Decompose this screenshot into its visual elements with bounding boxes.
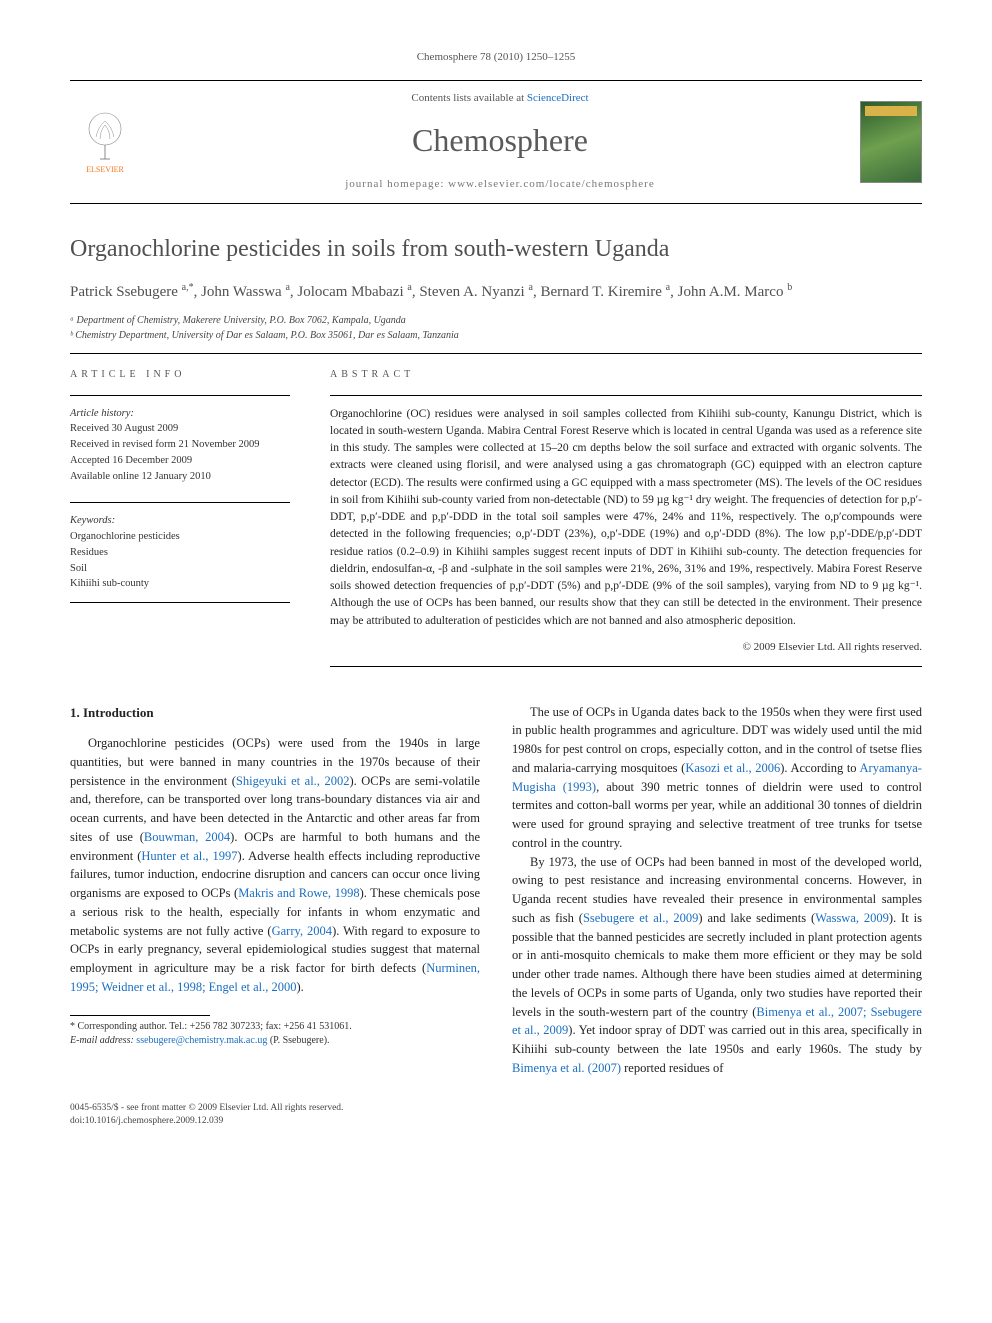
abstract-heading: ABSTRACT bbox=[330, 368, 922, 383]
body-paragraph: By 1973, the use of OCPs had been banned… bbox=[512, 853, 922, 1078]
corresponding-author-footnote: * Corresponding author. Tel.: +256 782 3… bbox=[70, 1020, 480, 1048]
citation-link[interactable]: Bimenya et al. (2007) bbox=[512, 1061, 621, 1075]
journal-cover-thumb bbox=[860, 101, 922, 183]
affiliations: ᵃ Department of Chemistry, Makerere Univ… bbox=[70, 313, 922, 343]
journal-homepage: journal homepage: www.elsevier.com/locat… bbox=[140, 177, 860, 193]
page-footer: 0045-6535/$ - see front matter © 2009 El… bbox=[70, 1102, 922, 1129]
rule bbox=[70, 395, 290, 396]
keywords-label: Keywords: bbox=[70, 515, 115, 526]
article-info-column: ARTICLE INFO Article history: Received 3… bbox=[70, 354, 290, 667]
elsevier-logo: ELSEVIER bbox=[70, 102, 140, 182]
citation-link[interactable]: Garry, 2004 bbox=[272, 924, 332, 938]
keywords: Keywords: Organochlorine pesticides Resi… bbox=[70, 513, 290, 592]
email-label: E-mail address: bbox=[70, 1035, 134, 1046]
citation-link[interactable]: Makris and Rowe, 1998 bbox=[238, 886, 359, 900]
body-column-left: 1. Introduction Organochlorine pesticide… bbox=[70, 703, 480, 1078]
rule bbox=[330, 395, 922, 396]
section-heading-intro: 1. Introduction bbox=[70, 703, 480, 723]
body-columns: 1. Introduction Organochlorine pesticide… bbox=[70, 703, 922, 1078]
author-list: Patrick Ssebugere a,*, John Wasswa a, Jo… bbox=[70, 281, 922, 303]
citation-link[interactable]: Wasswa, 2009 bbox=[815, 911, 889, 925]
journal-name: Chemosphere bbox=[140, 117, 860, 163]
footnote-rule bbox=[70, 1015, 210, 1016]
doi-line: doi:10.1016/j.chemosphere.2009.12.039 bbox=[70, 1115, 343, 1128]
citation-link[interactable]: Hunter et al., 1997 bbox=[141, 849, 237, 863]
homepage-url: www.elsevier.com/locate/chemosphere bbox=[448, 178, 655, 190]
article-history: Article history: Received 30 August 2009… bbox=[70, 406, 290, 485]
section-title: Introduction bbox=[83, 705, 154, 720]
affiliation-b: ᵇ Chemistry Department, University of Da… bbox=[70, 328, 922, 343]
citation-link[interactable]: Nurminen, 1995; Weidner et al., 1998; En… bbox=[70, 961, 480, 994]
keyword: Soil bbox=[70, 563, 87, 574]
homepage-prefix: journal homepage: bbox=[345, 178, 448, 190]
corr-email-link[interactable]: ssebugere@chemistry.mak.ac.ug bbox=[136, 1035, 267, 1046]
journal-header: ELSEVIER Contents lists available at Sci… bbox=[70, 80, 922, 204]
contents-lists-line: Contents lists available at ScienceDirec… bbox=[140, 91, 860, 107]
keyword: Kihiihi sub-county bbox=[70, 578, 149, 589]
body-paragraph: The use of OCPs in Uganda dates back to … bbox=[512, 703, 922, 853]
citation-link[interactable]: Bimenya et al., 2007; Ssebugere et al., … bbox=[512, 1005, 922, 1038]
citation-link[interactable]: Kasozi et al., 2006 bbox=[685, 761, 780, 775]
elsevier-tree-icon bbox=[80, 109, 130, 164]
rule bbox=[70, 502, 290, 503]
article-title: Organochlorine pesticides in soils from … bbox=[70, 232, 922, 267]
keyword: Residues bbox=[70, 547, 108, 558]
history-line: Received 30 August 2009 bbox=[70, 423, 178, 434]
article-info-heading: ARTICLE INFO bbox=[70, 368, 290, 383]
copyright-line: © 2009 Elsevier Ltd. All rights reserved… bbox=[330, 640, 922, 656]
rule bbox=[330, 666, 922, 667]
citation-link[interactable]: Shigeyuki et al., 2002 bbox=[236, 774, 350, 788]
sciencedirect-link[interactable]: ScienceDirect bbox=[527, 92, 589, 104]
body-paragraph: Organochlorine pesticides (OCPs) were us… bbox=[70, 734, 480, 997]
rule bbox=[70, 602, 290, 603]
history-line: Accepted 16 December 2009 bbox=[70, 455, 192, 466]
abstract-column: ABSTRACT Organochlorine (OC) residues we… bbox=[330, 354, 922, 667]
publisher-label: ELSEVIER bbox=[86, 164, 124, 176]
abstract-text: Organochlorine (OC) residues were analys… bbox=[330, 406, 922, 630]
history-label: Article history: bbox=[70, 408, 134, 419]
email-suffix: (P. Ssebugere). bbox=[270, 1035, 330, 1046]
front-matter-line: 0045-6535/$ - see front matter © 2009 El… bbox=[70, 1102, 343, 1115]
affiliation-a: ᵃ Department of Chemistry, Makerere Univ… bbox=[70, 313, 922, 328]
journal-header-center: Contents lists available at ScienceDirec… bbox=[140, 91, 860, 193]
body-column-right: The use of OCPs in Uganda dates back to … bbox=[512, 703, 922, 1078]
history-line: Available online 12 January 2010 bbox=[70, 471, 211, 482]
citation-link[interactable]: Ssebugere et al., 2009 bbox=[583, 911, 698, 925]
citation-link[interactable]: Bouwman, 2004 bbox=[144, 830, 230, 844]
section-number: 1. bbox=[70, 705, 80, 720]
keyword: Organochlorine pesticides bbox=[70, 531, 180, 542]
history-line: Received in revised form 21 November 200… bbox=[70, 439, 260, 450]
corr-author-line: * Corresponding author. Tel.: +256 782 3… bbox=[70, 1020, 480, 1034]
running-citation: Chemosphere 78 (2010) 1250–1255 bbox=[70, 50, 922, 66]
contents-prefix: Contents lists available at bbox=[411, 92, 526, 104]
